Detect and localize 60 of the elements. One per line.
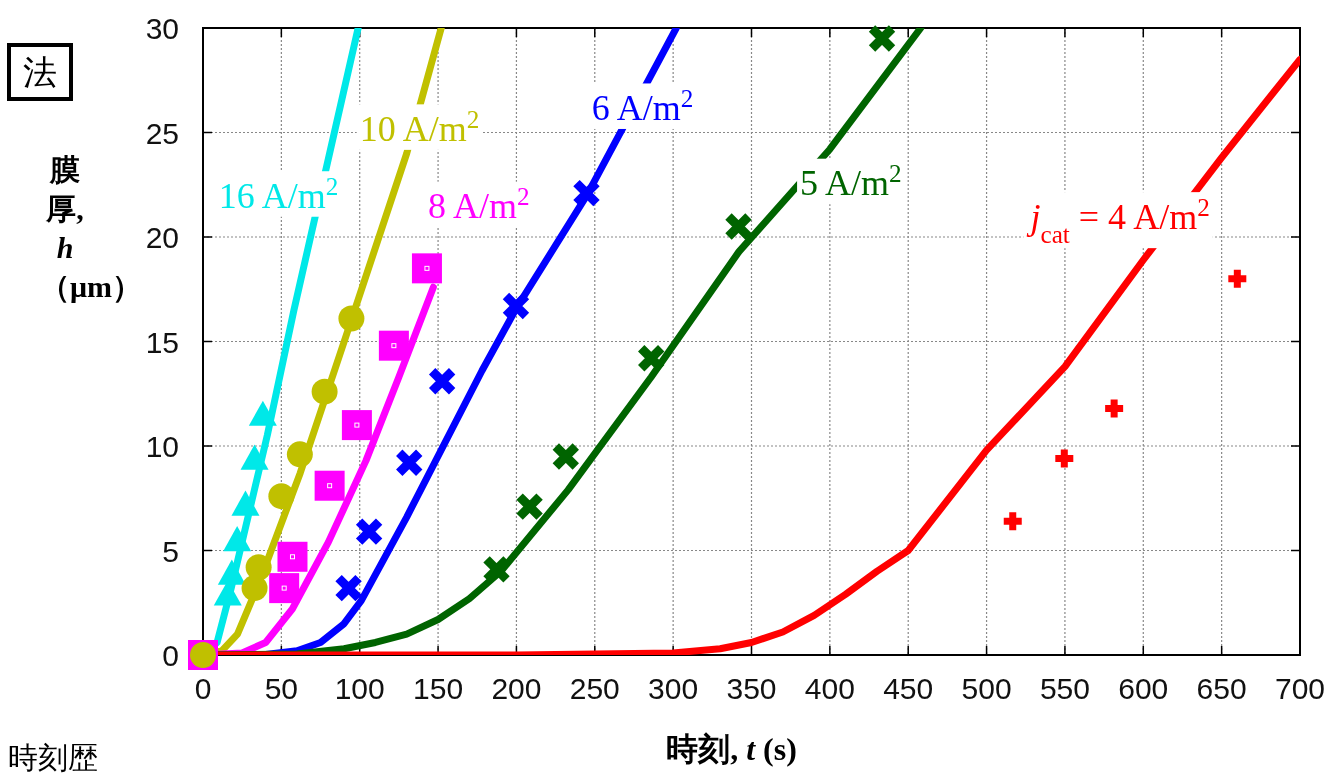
y-tick-label: 30 — [145, 12, 179, 45]
point — [245, 554, 272, 581]
point — [551, 441, 581, 471]
point — [223, 526, 252, 552]
y-tick-label: 25 — [145, 116, 179, 150]
x-tick-label: 150 — [413, 672, 464, 705]
point — [354, 517, 384, 547]
point — [482, 554, 512, 584]
point — [241, 575, 268, 602]
text: 法 — [23, 53, 57, 91]
point — [286, 441, 313, 468]
point — [240, 444, 269, 470]
series-label: 10 A/m$^{2}$ — [359, 105, 480, 149]
x-tick-label: 200 — [491, 672, 542, 705]
point — [338, 305, 365, 332]
x-tick-label: 550 — [1039, 672, 1090, 705]
series-label: 8 A/m$^{2}$ — [428, 182, 530, 227]
point — [378, 330, 409, 361]
point — [867, 23, 897, 53]
point — [248, 400, 277, 426]
x-tick-label: 350 — [726, 672, 777, 705]
x-tick-label: 600 — [1118, 672, 1169, 705]
x-axis-title: 時刻, t (s) — [666, 731, 797, 767]
series-label: 16 A/m$^{2}$ — [218, 172, 339, 216]
point — [341, 410, 372, 441]
x-tick-label: 100 — [334, 672, 385, 705]
point — [314, 470, 345, 501]
point — [636, 343, 666, 373]
y-tick-label: 5 — [162, 534, 179, 568]
x-tick-label: 450 — [883, 672, 934, 705]
point — [394, 448, 424, 478]
x-tick-label: 400 — [804, 672, 855, 705]
point — [427, 366, 457, 396]
point — [411, 253, 442, 284]
x-tick-label: 300 — [648, 672, 699, 705]
y-tick-label: 15 — [145, 325, 179, 359]
point — [217, 559, 246, 585]
x-tick-label: 650 — [1196, 672, 1247, 705]
y-tick-label: 0 — [162, 639, 179, 672]
point — [571, 178, 601, 208]
point — [277, 541, 308, 572]
text: 時刻歴 — [8, 741, 98, 774]
series-label: j$_{cat}$ = 4 A/m$^{2}$ — [1026, 193, 1210, 248]
x-tick-label: 50 — [264, 672, 299, 705]
point — [231, 490, 260, 516]
point — [269, 573, 300, 604]
y-axis-title: 膜厚, h （μm） — [40, 153, 131, 305]
series-label: 6 A/m$^{2}$ — [591, 84, 694, 128]
y-tick-label: 20 — [145, 221, 179, 254]
x-tick-label: 700 — [1274, 672, 1326, 705]
x-tick-label: 500 — [961, 672, 1012, 705]
point — [723, 212, 753, 242]
point — [268, 483, 295, 510]
x-tick-label: 0 — [194, 672, 212, 705]
y-tick-label: 10 — [145, 430, 179, 463]
series-label: 5 A/m$^{2}$ — [800, 159, 902, 204]
point — [515, 492, 545, 522]
x-tick-label: 250 — [569, 672, 620, 705]
point — [311, 378, 338, 405]
point — [334, 573, 364, 603]
